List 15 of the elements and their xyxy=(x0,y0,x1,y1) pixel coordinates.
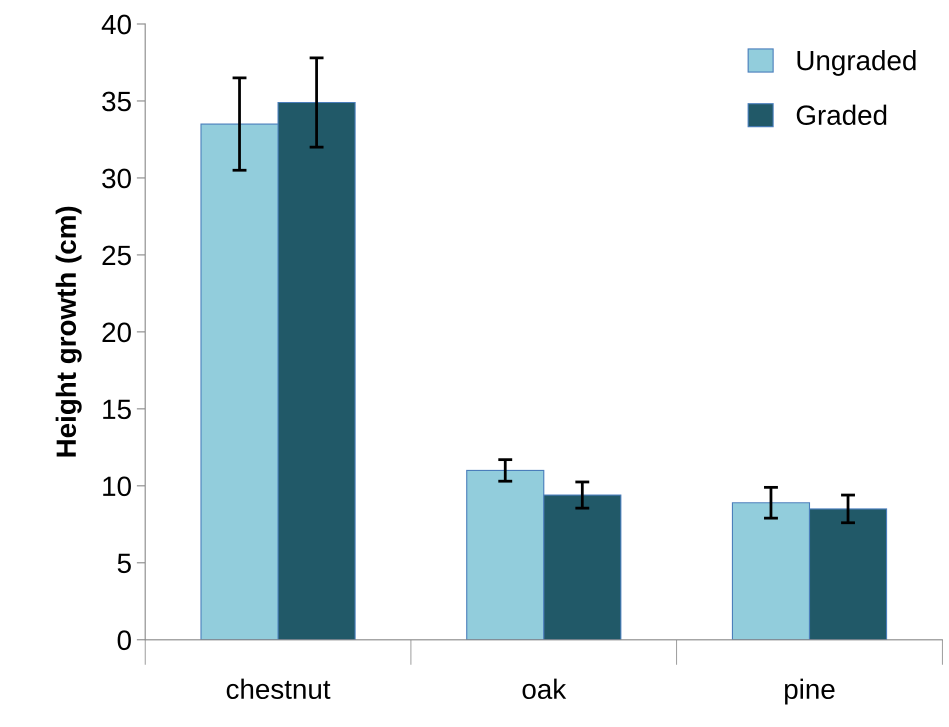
y-axis-title: Height growth (cm) xyxy=(56,206,82,457)
x-tick-label: oak xyxy=(522,678,566,700)
y-tick-label: 20 xyxy=(102,322,131,342)
y-tick-label: 25 xyxy=(102,246,131,266)
x-tick-label: chestnut xyxy=(226,678,330,700)
y-tick-label: 30 xyxy=(102,168,131,188)
y-tick-label: 0 xyxy=(118,630,131,650)
legend-label: Graded xyxy=(796,104,886,126)
y-tick-label: 5 xyxy=(118,554,131,574)
x-tick-label: pine xyxy=(785,678,835,705)
y-tick-label: 10 xyxy=(103,476,131,496)
y-tick-label: 40 xyxy=(102,14,131,34)
legend-label: Ungraded xyxy=(798,50,916,76)
y-tick-label: 35 xyxy=(102,92,131,112)
y-tick-label: 15 xyxy=(103,400,131,420)
